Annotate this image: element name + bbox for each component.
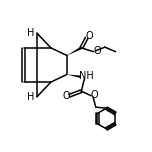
Text: H: H: [27, 92, 34, 102]
Text: O: O: [91, 90, 98, 100]
Text: O: O: [62, 91, 70, 101]
Polygon shape: [67, 74, 81, 78]
Text: H: H: [27, 28, 34, 38]
Text: O: O: [93, 46, 101, 56]
Text: O: O: [86, 31, 93, 41]
Text: NH: NH: [78, 71, 93, 81]
Polygon shape: [67, 47, 82, 55]
